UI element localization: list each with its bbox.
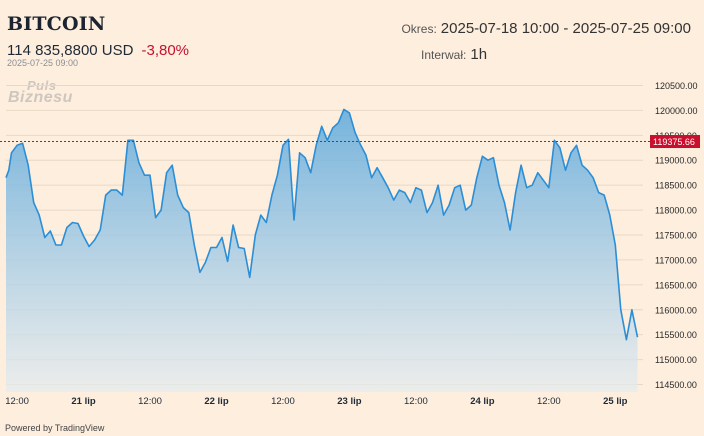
watermark-line2: Biznesu [8, 89, 73, 106]
y-tick-label: 118000.00 [655, 206, 697, 216]
x-tick-label: 22 lip [204, 396, 228, 407]
interval-label: Interwał: [421, 48, 467, 62]
period-label: Okres: [401, 22, 437, 36]
y-tick-label: 118500.00 [655, 181, 697, 191]
price-area [6, 109, 638, 393]
price-row: 114 835,8800 USD -3,80% [7, 42, 189, 59]
puls-biznesu-watermark: Puls Biznesu [8, 79, 73, 106]
price-chart[interactable]: 114500.00 115000.00 115500.00 116000.00 1165… [0, 0, 704, 420]
y-tick-label: 116500.00 [655, 280, 697, 290]
price-change: -3,80% [141, 42, 190, 59]
interval-selector: Interwał: 1h [421, 46, 487, 63]
price-line [5, 108, 639, 341]
y-tick-label: 116000.00 [655, 305, 697, 315]
x-tick-label: 24 lip [470, 396, 494, 407]
y-tick-label: 115500.00 [655, 330, 697, 340]
x-tick-label: 12:00 [5, 396, 29, 407]
interval-value[interactable]: 1h [470, 46, 488, 63]
current-price-badge [650, 135, 700, 149]
current-price: 114 835,8800 USD [7, 42, 134, 59]
x-tick-label: 23 lip [337, 396, 361, 407]
y-tick-label: 120000.00 [655, 106, 698, 116]
powered-by-tradingview[interactable]: Powered by TradingView [5, 423, 105, 433]
current-price-label: 119375.66 [653, 137, 695, 147]
x-tick-label: 12:00 [404, 396, 428, 407]
x-tick-label: 12:00 [537, 396, 561, 407]
period-value[interactable]: 2025-07-18 10:00 - 2025-07-25 09:00 [440, 20, 691, 37]
last-update-date: 2025-07-25 09:00 [7, 58, 79, 68]
x-tick-label: 21 lip [71, 396, 95, 407]
y-tick-label: 114500.00 [655, 380, 697, 390]
x-tick-label: 25 lip [603, 396, 627, 407]
y-tick-label: 120500.00 [655, 81, 698, 91]
y-tick-label: 117000.00 [655, 255, 697, 265]
x-tick-label: 12:00 [271, 396, 295, 407]
x-tick-label: 12:00 [138, 396, 162, 407]
period-range: Okres: 2025-07-18 10:00 - 2025-07-25 09:0… [401, 20, 691, 37]
y-tick-label: 115000.00 [655, 355, 697, 365]
y-tick-label: 117500.00 [655, 231, 697, 241]
page-title: BITCOIN [7, 13, 106, 35]
y-tick-label: 119000.00 [655, 156, 697, 166]
